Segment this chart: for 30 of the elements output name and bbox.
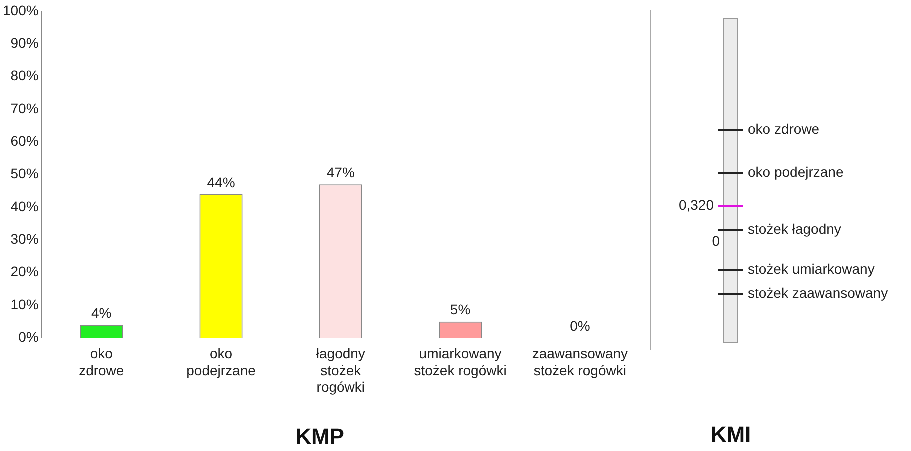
- y-tick-label: 10%: [10, 296, 39, 312]
- x-tick-label: zaawansowany stożek rogówki: [532, 345, 628, 378]
- data-label: 5%: [450, 302, 471, 318]
- y-tick-label: 40%: [10, 198, 39, 214]
- y-tick-label: 60%: [10, 132, 39, 149]
- y-tick-label: 70%: [10, 100, 39, 116]
- text: KMP: [296, 424, 344, 449]
- y-tick-label: 0%: [18, 329, 39, 346]
- data-label: 44%: [207, 174, 236, 190]
- x-tick-label: oko podejrzane: [186, 345, 256, 378]
- data-label: 0%: [570, 318, 590, 334]
- text: KMI: [710, 422, 752, 448]
- y-tick-label: 30%: [10, 231, 39, 248]
- y-tick-label: 20%: [10, 264, 39, 280]
- text: 0: [712, 233, 720, 249]
- y-tick-label: 80%: [10, 68, 39, 84]
- y-tick-label: 100%: [2, 2, 39, 18]
- x-tick-label: łagodny stożek rogówki: [316, 345, 366, 396]
- y-tick-label: 50%: [10, 166, 39, 182]
- text: stożek umiarkowany: [748, 261, 875, 277]
- text: 0,320: [678, 197, 714, 213]
- text: stożek łagodny: [748, 221, 842, 237]
- data-label: 4%: [92, 304, 112, 321]
- y-tick-label: 90%: [10, 34, 39, 51]
- data-label: 47%: [326, 164, 355, 180]
- text: oko podejrzane: [748, 164, 844, 180]
- x-tick-label: oko zdrowe: [79, 345, 124, 378]
- text: oko zdrowe: [748, 121, 820, 137]
- x-tick-label: umiarkowany stożek rogówki: [414, 345, 507, 378]
- text: stożek zaawansowany: [748, 285, 888, 301]
